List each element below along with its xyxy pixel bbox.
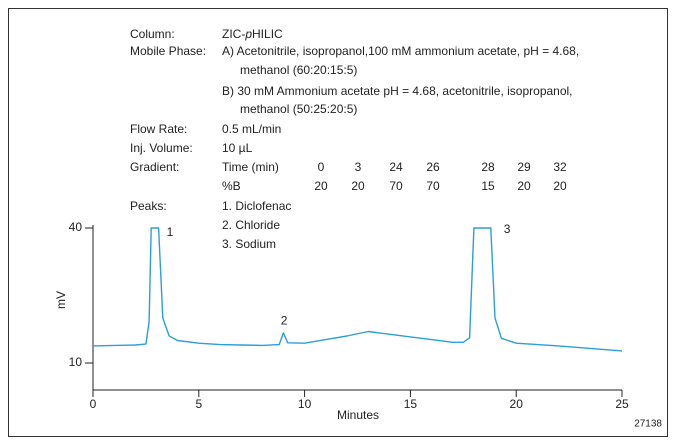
gradient-time: 0	[318, 160, 325, 174]
value: A) Acetonitrile, isopropanol,100 mM ammo…	[222, 44, 579, 58]
peak-label: 2	[281, 313, 288, 327]
gradient-time: 3	[355, 160, 362, 174]
x-tick-label: 20	[510, 397, 524, 411]
gradient-time: 32	[553, 160, 567, 174]
value: 1. Diclofenac	[222, 199, 291, 213]
gradient-b: 70	[426, 179, 440, 193]
text-part: HILIC	[252, 27, 283, 41]
label: Mobile Phase:	[130, 44, 206, 58]
y-tick-label: 40	[69, 220, 83, 234]
gradient-b: 20	[517, 179, 531, 193]
label: Column:	[130, 27, 175, 41]
gradient-b: 70	[389, 179, 403, 193]
method-info: Column: ZIC-pHILIC Mobile Phase: A) Acet…	[130, 27, 579, 251]
gradient-b: 20	[314, 179, 328, 193]
text-part: p	[244, 27, 252, 41]
x-tick-label: 5	[195, 397, 202, 411]
value: 3. Sodium	[222, 237, 276, 251]
gradient-b: 20	[351, 179, 365, 193]
text-part: ZIC-	[222, 27, 245, 41]
x-tick-label: 15	[404, 397, 418, 411]
peak-label: 3	[504, 222, 511, 236]
gradient-time: 29	[517, 160, 531, 174]
value: ZIC-pHILIC	[222, 27, 283, 41]
value: %B	[222, 179, 241, 193]
gradient-b: 15	[481, 179, 495, 193]
gradient-b: 20	[553, 179, 567, 193]
peak-label: 1	[167, 225, 174, 239]
x-tick-label: 25	[615, 397, 629, 411]
y-tick-label: 10	[69, 355, 83, 369]
x-tick-label: 0	[90, 397, 97, 411]
value: methanol (50:25:20:5)	[240, 102, 357, 116]
gradient-time: 26	[426, 160, 440, 174]
label: Flow Rate:	[130, 122, 187, 136]
label: Peaks:	[130, 199, 167, 213]
y-axis-label: mV	[54, 291, 68, 309]
gradient-time: 24	[389, 160, 403, 174]
x-tick-label: 10	[298, 397, 312, 411]
trace	[92, 227, 623, 352]
value: B) 30 mM Ammonium acetate pH = 4.68, ace…	[222, 84, 573, 98]
value: 10 µL	[222, 141, 253, 155]
frame	[8, 8, 668, 437]
label: Inj. Volume:	[130, 141, 193, 155]
value: 2. Chloride	[222, 218, 280, 232]
x-axis-label: Minutes	[337, 408, 379, 422]
value: 0.5 mL/min	[222, 122, 281, 136]
figure-id: 27138	[634, 419, 662, 430]
label: Gradient:	[130, 160, 179, 174]
gradient-time: 28	[481, 160, 495, 174]
value: methanol (60:20:15:5)	[240, 63, 357, 77]
value: Time (min)	[222, 160, 279, 174]
